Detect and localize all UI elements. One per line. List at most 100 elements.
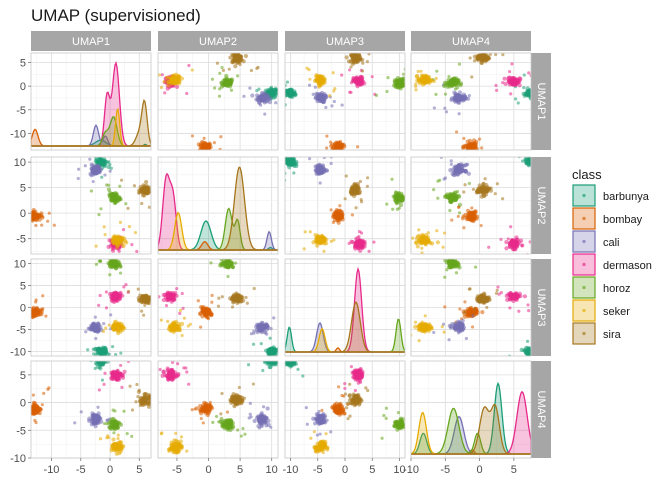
point	[264, 99, 269, 104]
point	[460, 323, 465, 328]
point	[47, 211, 51, 215]
point	[178, 311, 182, 315]
point	[439, 157, 443, 159]
point	[528, 240, 531, 244]
point	[162, 80, 166, 84]
point	[523, 349, 529, 354]
point	[503, 81, 508, 86]
point	[218, 71, 222, 75]
point	[429, 78, 434, 83]
point	[86, 348, 90, 352]
point	[494, 83, 498, 88]
point	[190, 68, 194, 72]
point	[451, 152, 454, 155]
point	[236, 293, 242, 298]
point	[470, 75, 474, 79]
point	[308, 77, 312, 81]
point	[338, 204, 342, 208]
point	[34, 223, 38, 228]
point	[415, 244, 420, 249]
point	[385, 202, 389, 206]
point	[269, 85, 274, 89]
point	[149, 295, 151, 299]
point	[164, 304, 169, 308]
point	[500, 197, 505, 201]
point	[355, 240, 360, 245]
panel-umap3-umap4	[410, 258, 532, 357]
point	[522, 73, 526, 77]
point	[124, 202, 128, 206]
panel-content	[31, 60, 151, 147]
point	[265, 332, 269, 336]
point	[471, 218, 476, 224]
point	[113, 322, 117, 326]
point	[311, 92, 315, 96]
point	[210, 293, 214, 297]
point	[118, 184, 122, 188]
point	[355, 79, 360, 84]
point	[350, 53, 354, 57]
point	[185, 91, 189, 96]
point	[365, 184, 369, 188]
point	[332, 238, 336, 242]
point	[220, 65, 224, 70]
point	[514, 240, 519, 245]
point	[362, 81, 367, 86]
point	[165, 299, 169, 303]
panel-content	[411, 157, 531, 254]
point	[118, 271, 123, 275]
point	[102, 352, 107, 356]
point	[285, 157, 290, 162]
point	[136, 287, 140, 291]
point	[468, 217, 473, 222]
point	[394, 199, 399, 204]
panel-umap2-umap3	[284, 156, 406, 255]
point	[144, 191, 149, 196]
density-sira	[158, 166, 278, 251]
point	[234, 261, 238, 265]
scatter-cali	[249, 316, 276, 336]
point	[347, 241, 351, 246]
panel-content	[285, 266, 405, 353]
point	[442, 177, 446, 181]
point	[325, 146, 329, 150]
point	[88, 171, 93, 176]
point	[280, 93, 283, 96]
point	[293, 92, 298, 97]
point	[111, 291, 117, 296]
point	[328, 140, 333, 144]
point	[457, 202, 463, 207]
point	[464, 336, 468, 341]
point	[114, 196, 119, 201]
point	[159, 85, 164, 90]
point	[494, 53, 498, 57]
point	[432, 106, 436, 110]
point	[187, 63, 191, 68]
point	[93, 315, 97, 319]
point	[119, 178, 124, 182]
point	[220, 264, 224, 268]
point	[94, 336, 98, 341]
scatter-horoz	[94, 259, 123, 277]
point	[140, 309, 144, 313]
scatter-horoz	[210, 65, 240, 98]
point	[137, 298, 142, 304]
point	[320, 238, 325, 243]
point	[109, 357, 112, 360]
scatter-sira	[119, 178, 151, 210]
point	[325, 134, 329, 138]
point	[480, 310, 485, 315]
point	[221, 68, 225, 72]
strip-row-umap1	[531, 53, 551, 150]
point	[107, 160, 111, 164]
density-sira	[285, 301, 405, 353]
point	[273, 348, 278, 353]
point	[285, 80, 290, 84]
scatter-cali	[242, 86, 278, 116]
scatter-barbunya	[507, 339, 531, 356]
point	[414, 240, 419, 246]
point	[374, 93, 379, 97]
point	[441, 322, 446, 326]
point	[462, 136, 466, 141]
point	[249, 332, 254, 336]
